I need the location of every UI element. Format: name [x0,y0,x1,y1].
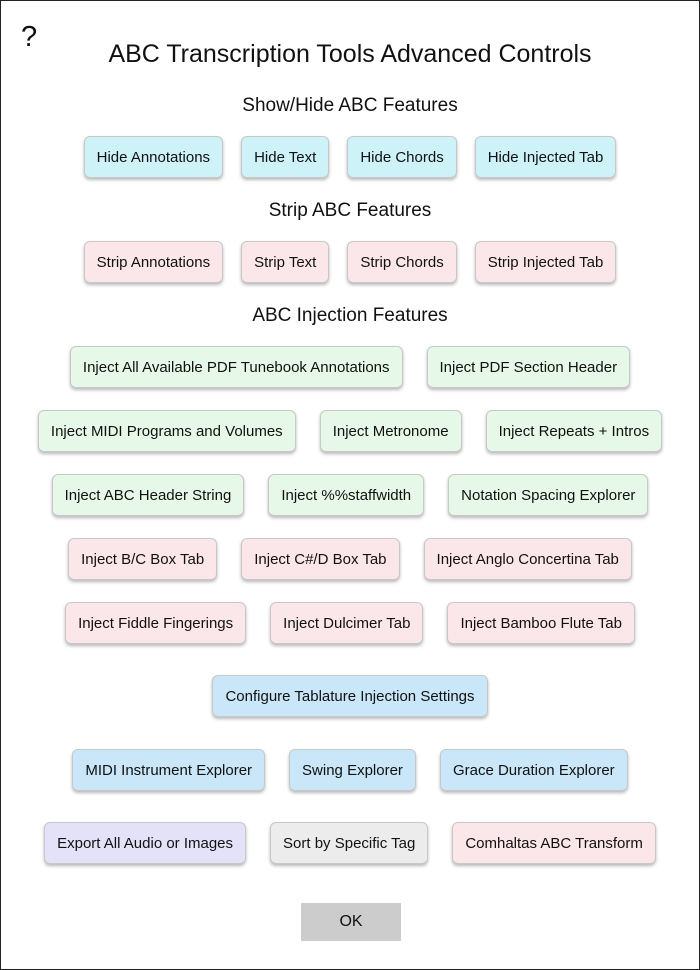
explorers-row: MIDI Instrument Explorer Swing Explorer … [1,749,699,791]
configure-tablature-settings-button[interactable]: Configure Tablature Injection Settings [212,675,488,717]
strip-row: Strip Annotations Strip Text Strip Chord… [1,241,699,283]
inject-metronome-button[interactable]: Inject Metronome [319,410,462,452]
inject-anglo-concertina-tab-button[interactable]: Inject Anglo Concertina Tab [423,538,632,580]
inject-pdf-annotations-button[interactable]: Inject All Available PDF Tunebook Annota… [69,346,403,388]
hide-text-button[interactable]: Hide Text [241,136,330,178]
injection-row-1: Inject All Available PDF Tunebook Annota… [1,346,699,388]
hide-injected-tab-button[interactable]: Hide Injected Tab [474,136,617,178]
inject-pdf-section-header-button[interactable]: Inject PDF Section Header [426,346,631,388]
inject-staffwidth-button[interactable]: Inject %%staffwidth [268,474,425,516]
help-button[interactable]: ? [21,21,38,53]
injection-row-4: Inject B/C Box Tab Inject C#/D Box Tab I… [1,538,699,580]
tools-row: Export All Audio or Images Sort by Speci… [1,822,699,864]
injection-row-3: Inject ABC Header String Inject %%staffw… [1,474,699,516]
show-hide-heading: Show/Hide ABC Features [242,95,458,116]
strip-injected-tab-button[interactable]: Strip Injected Tab [474,241,617,283]
injection-heading: ABC Injection Features [252,305,448,326]
inject-fiddle-fingerings-button[interactable]: Inject Fiddle Fingerings [65,602,247,644]
inject-midi-programs-button[interactable]: Inject MIDI Programs and Volumes [37,410,296,452]
inject-csharp-d-box-tab-button[interactable]: Inject C#/D Box Tab [241,538,400,580]
ok-button[interactable]: OK [301,903,401,941]
inject-dulcimer-tab-button[interactable]: Inject Dulcimer Tab [270,602,424,644]
dialog-title: ABC Transcription Tools Advanced Control… [108,40,592,68]
strip-annotations-button[interactable]: Strip Annotations [83,241,224,283]
strip-text-button[interactable]: Strip Text [241,241,330,283]
inject-repeats-intros-button[interactable]: Inject Repeats + Intros [485,410,663,452]
grace-duration-explorer-button[interactable]: Grace Duration Explorer [439,749,628,791]
inject-bamboo-flute-tab-button[interactable]: Inject Bamboo Flute Tab [447,602,635,644]
show-hide-row: Hide Annotations Hide Text Hide Chords H… [1,136,699,178]
inject-abc-header-string-button[interactable]: Inject ABC Header String [51,474,245,516]
injection-row-2: Inject MIDI Programs and Volumes Inject … [1,410,699,452]
hide-chords-button[interactable]: Hide Chords [347,136,457,178]
strip-heading: Strip ABC Features [268,200,432,221]
hide-annotations-button[interactable]: Hide Annotations [83,136,224,178]
comhaltas-transform-button[interactable]: Comhaltas ABC Transform [452,822,656,864]
notation-spacing-explorer-button[interactable]: Notation Spacing Explorer [448,474,649,516]
inject-bc-box-tab-button[interactable]: Inject B/C Box Tab [68,538,218,580]
injection-row-5: Inject Fiddle Fingerings Inject Dulcimer… [1,602,699,644]
swing-explorer-button[interactable]: Swing Explorer [289,749,416,791]
sort-by-tag-button[interactable]: Sort by Specific Tag [270,822,429,864]
config-row: Configure Tablature Injection Settings [1,675,699,717]
strip-chords-button[interactable]: Strip Chords [347,241,457,283]
export-audio-images-button[interactable]: Export All Audio or Images [44,822,247,864]
midi-instrument-explorer-button[interactable]: MIDI Instrument Explorer [72,749,266,791]
